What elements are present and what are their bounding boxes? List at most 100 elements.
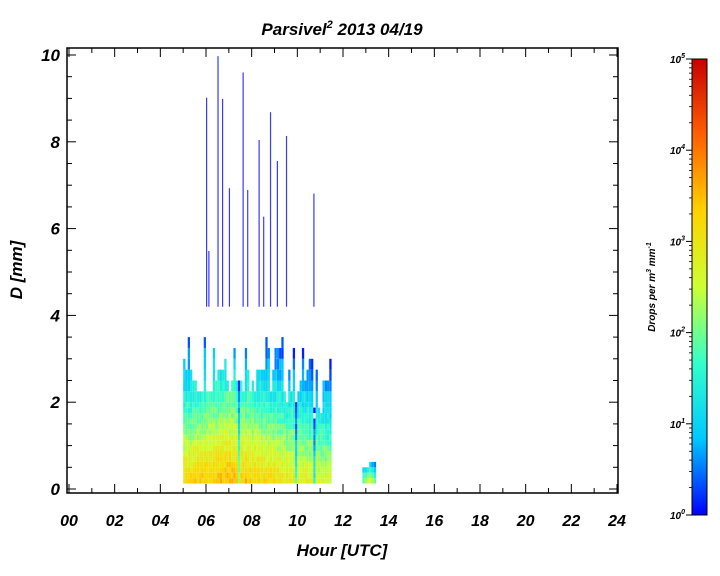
heatmap-cell bbox=[215, 461, 218, 468]
heatmap-cell bbox=[190, 472, 193, 479]
heatmap-cell bbox=[192, 418, 195, 424]
heatmap-cell bbox=[308, 380, 312, 392]
heatmap-cell bbox=[247, 407, 250, 414]
heatmap-cell bbox=[281, 418, 284, 424]
heatmap-cell bbox=[251, 472, 254, 479]
heatmap-cell bbox=[263, 418, 266, 424]
heatmap-cell bbox=[249, 451, 252, 457]
heatmap-cell bbox=[320, 429, 323, 435]
heatmap-cell bbox=[208, 456, 211, 462]
colorbar-tick-label: 103 bbox=[670, 235, 685, 248]
heatmap-cell bbox=[260, 429, 264, 435]
heatmap-cell bbox=[324, 418, 328, 424]
heatmap-cell bbox=[210, 461, 213, 468]
heatmap-cell bbox=[231, 429, 234, 435]
heatmap-cell bbox=[215, 472, 218, 479]
heatmap-cell bbox=[242, 445, 245, 452]
heatmap-cell bbox=[267, 369, 270, 381]
heatmap-cell bbox=[315, 413, 318, 419]
heatmap-cell bbox=[301, 429, 305, 435]
colorbar-tick-label: 104 bbox=[670, 144, 685, 157]
heatmap-cell bbox=[219, 407, 222, 414]
heatmap-cell bbox=[190, 423, 193, 430]
heatmap-cell bbox=[215, 456, 218, 462]
heatmap-cell bbox=[281, 358, 284, 370]
heatmap-cell bbox=[210, 478, 213, 484]
heatmap-cell bbox=[267, 456, 270, 462]
heatmap-cell bbox=[288, 472, 291, 479]
heatmap-cell bbox=[228, 467, 232, 473]
heatmap-cell bbox=[212, 478, 216, 484]
large-drop-streak bbox=[228, 188, 231, 307]
heatmap-cell bbox=[304, 445, 307, 452]
heatmap-cell bbox=[269, 456, 273, 462]
heatmap-cell bbox=[208, 445, 211, 452]
heatmap-cell bbox=[311, 380, 314, 392]
heatmap-cell bbox=[249, 429, 252, 435]
heatmap-cell bbox=[279, 461, 282, 468]
heatmap-cell bbox=[217, 391, 220, 403]
heatmap-cell bbox=[299, 407, 302, 414]
heatmap-cell bbox=[362, 478, 365, 484]
heatmap-cell bbox=[217, 418, 220, 424]
heatmap-cell bbox=[221, 478, 225, 484]
heatmap-cell bbox=[244, 380, 248, 392]
heatmap-cell bbox=[288, 429, 291, 435]
heatmap-cell bbox=[299, 380, 302, 392]
heatmap-cell bbox=[196, 402, 200, 408]
heatmap-cell bbox=[247, 456, 250, 462]
heatmap-cell bbox=[260, 472, 264, 479]
x-tick-label: 06 bbox=[197, 513, 215, 530]
heatmap-cell bbox=[260, 407, 264, 414]
heatmap-cell bbox=[237, 472, 241, 479]
heatmap-cell bbox=[244, 423, 248, 430]
heatmap-cell bbox=[226, 478, 229, 484]
heatmap-cell bbox=[281, 429, 284, 435]
heatmap-cell bbox=[297, 413, 300, 419]
heatmap-cell bbox=[192, 445, 195, 452]
heatmap-cell bbox=[304, 380, 307, 392]
x-tick-label: 16 bbox=[425, 513, 443, 530]
heatmap-cell bbox=[215, 478, 218, 484]
heatmap-cell bbox=[299, 445, 302, 452]
heatmap-cell bbox=[224, 402, 227, 408]
heatmap-cell bbox=[371, 472, 374, 479]
heatmap-cell bbox=[194, 434, 197, 441]
heatmap-cell bbox=[265, 440, 268, 446]
heatmap-cell bbox=[249, 418, 252, 424]
heatmap-cell bbox=[366, 478, 370, 484]
heatmap-cell bbox=[304, 423, 307, 430]
heatmap-cell bbox=[201, 413, 204, 419]
heatmap-cell bbox=[231, 478, 234, 484]
heatmap-cell bbox=[279, 380, 282, 392]
heatmap-cell bbox=[295, 434, 298, 441]
heatmap-cell bbox=[192, 402, 195, 408]
heatmap-cell bbox=[249, 413, 252, 419]
heatmap-cell bbox=[206, 467, 209, 473]
heatmap-cell bbox=[283, 445, 286, 452]
heatmap-cell bbox=[203, 434, 206, 441]
heatmap-cell bbox=[185, 413, 188, 419]
heatmap-cell bbox=[215, 445, 218, 452]
heatmap-cell bbox=[201, 391, 204, 403]
heatmap-cell bbox=[306, 418, 309, 424]
heatmap-cell bbox=[274, 391, 277, 403]
heatmap-cell bbox=[187, 391, 191, 403]
heatmap-cell bbox=[322, 467, 325, 473]
heatmap-cell bbox=[251, 423, 254, 430]
heatmap-cell bbox=[274, 445, 277, 452]
heatmap-cell bbox=[251, 461, 254, 468]
heatmap-cell bbox=[206, 429, 209, 435]
heatmap-cell bbox=[199, 434, 202, 441]
heatmap-cell bbox=[196, 456, 200, 462]
heatmap-cell bbox=[297, 456, 300, 462]
heatmap-cell bbox=[251, 391, 254, 403]
x-tick-label: 20 bbox=[516, 513, 535, 530]
heatmap-cell bbox=[263, 461, 266, 468]
heatmap-cell bbox=[256, 402, 259, 408]
heatmap-cell bbox=[251, 467, 254, 473]
heatmap-cell bbox=[306, 407, 309, 414]
heatmap-cell bbox=[265, 407, 268, 414]
heatmap-cell bbox=[233, 456, 236, 462]
heatmap-cell bbox=[301, 402, 305, 408]
